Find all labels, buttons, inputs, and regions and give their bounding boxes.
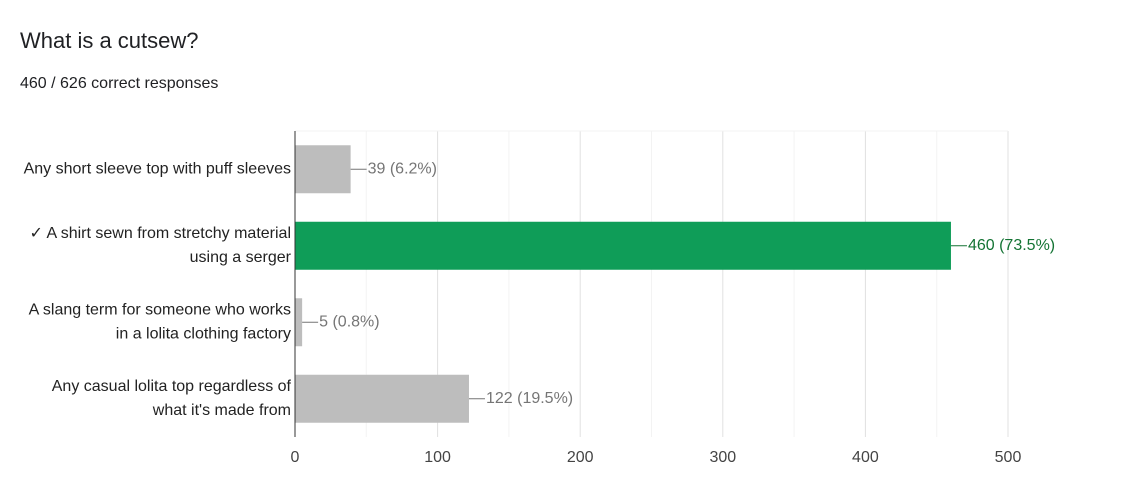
y-tick-label: A slang term for someone who works in a l… <box>29 301 291 342</box>
chart-title: What is a cutsew? <box>20 28 199 53</box>
y-tick-label-line: in a lolita clothing factory <box>116 325 291 342</box>
bar <box>295 374 469 423</box>
x-tick-label: 400 <box>852 449 879 466</box>
value-label: 5 (0.8%) <box>319 313 379 330</box>
y-tick-label-line: Any short sleeve top with puff sleeves <box>24 160 291 177</box>
y-tick-label: ✓ A shirt sewn from stretchy material usi… <box>30 225 292 266</box>
value-label: 122 (19.5%) <box>486 390 573 407</box>
x-tick-label: 0 <box>291 449 300 466</box>
value-label: 39 (6.2%) <box>368 160 437 177</box>
x-tick-label: 300 <box>709 449 736 466</box>
x-tick-label: 100 <box>424 449 451 466</box>
y-tick-label-line: A slang term for someone who works <box>29 301 291 318</box>
bar <box>295 221 951 270</box>
value-label: 460 (73.5%) <box>968 237 1055 254</box>
y-tick-label-line: what it's made from <box>152 402 291 419</box>
x-tick-label: 500 <box>995 449 1022 466</box>
bar <box>295 298 303 347</box>
y-tick-label-line: Any casual lolita top regardless of <box>52 378 292 395</box>
bar <box>295 145 351 194</box>
x-tick-label: 200 <box>567 449 594 466</box>
y-tick-label-line: using a serger <box>190 249 292 266</box>
chart-subtitle: 460 / 626 correct responses <box>20 75 218 92</box>
y-tick-label-line: ✓ A shirt sewn from stretchy material <box>30 225 291 242</box>
y-tick-label: Any short sleeve top with puff sleeves <box>24 160 291 177</box>
y-tick-label: Any casual lolita top regardless of what … <box>52 378 292 419</box>
